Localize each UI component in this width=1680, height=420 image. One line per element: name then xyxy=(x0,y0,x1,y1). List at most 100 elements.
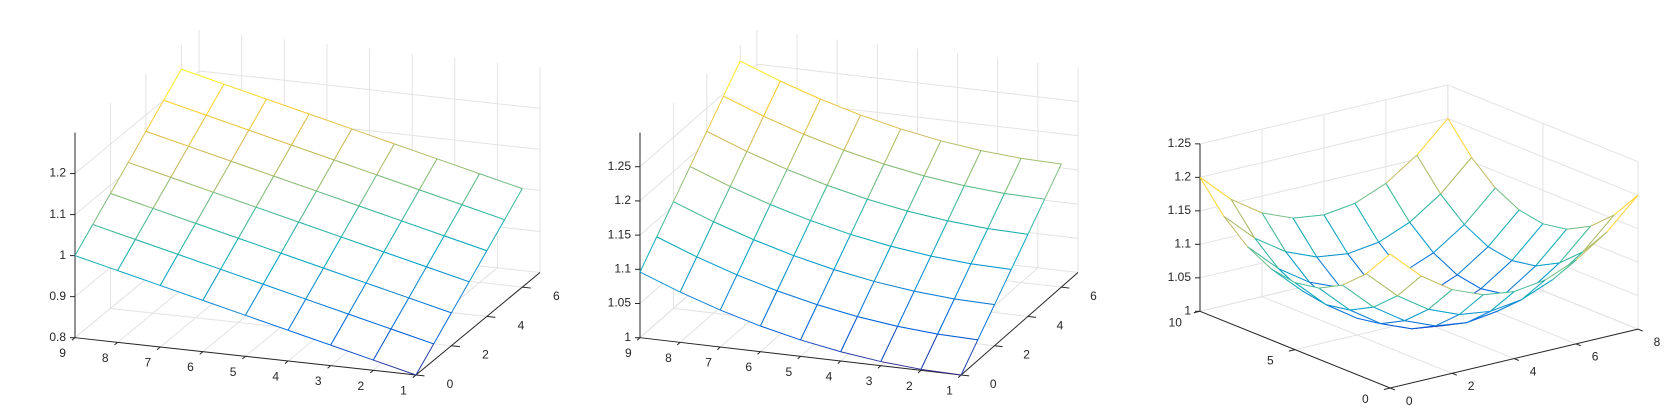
grid-line xyxy=(1447,118,1639,196)
mesh-face xyxy=(746,116,804,170)
mesh-edge xyxy=(843,114,862,151)
tick-mark xyxy=(1061,286,1070,289)
mesh-edge xyxy=(907,175,925,212)
mesh-edge xyxy=(1520,279,1546,301)
mesh-edge xyxy=(656,201,674,238)
mesh-edge xyxy=(723,95,764,117)
mesh-face xyxy=(419,158,480,205)
mesh-face xyxy=(1466,299,1522,323)
mesh-face xyxy=(248,99,310,146)
mesh-face xyxy=(1323,203,1379,254)
y-tick-label: 10 xyxy=(1169,315,1183,329)
mesh-edge xyxy=(1323,214,1349,255)
mesh-edge xyxy=(433,312,452,345)
mesh-edge xyxy=(1325,304,1358,319)
tick-mark xyxy=(1383,387,1391,390)
mesh-edge xyxy=(444,235,487,252)
mesh-edge xyxy=(803,98,821,135)
mesh-face xyxy=(1342,273,1398,308)
tick-mark xyxy=(242,355,246,360)
mesh-face xyxy=(867,164,925,212)
tick-mark xyxy=(877,365,882,369)
x-tick-label: 6 xyxy=(187,360,194,374)
mesh-edge xyxy=(987,193,1005,229)
mesh-edge xyxy=(238,237,282,254)
mesh-face xyxy=(330,314,392,361)
mesh-edge xyxy=(730,186,771,206)
mesh-edge xyxy=(262,252,282,285)
mesh-edge xyxy=(1518,209,1544,225)
mesh-edge xyxy=(1004,193,1045,200)
mesh-face xyxy=(376,143,438,190)
x-tick-label: 7 xyxy=(144,355,151,369)
mesh-edge xyxy=(245,284,264,316)
tick-mark xyxy=(451,345,460,348)
mesh-edge xyxy=(947,220,988,230)
mesh-edge xyxy=(1416,154,1442,195)
mesh-edge xyxy=(486,219,505,252)
mesh-face xyxy=(850,199,908,247)
mesh-face xyxy=(163,69,224,116)
mesh-edge xyxy=(323,236,342,269)
mesh-face xyxy=(800,304,858,352)
mesh-face xyxy=(305,268,367,315)
mesh-edge xyxy=(760,325,801,341)
mesh-face xyxy=(177,223,239,270)
mesh-edge xyxy=(1416,118,1449,156)
mesh-edge xyxy=(394,143,438,160)
mesh-edge xyxy=(110,162,129,194)
mesh-edge xyxy=(280,221,300,254)
mesh-face xyxy=(153,177,214,224)
mesh-edge xyxy=(723,60,741,97)
mesh-edge xyxy=(1397,275,1422,297)
mesh-face xyxy=(1271,268,1327,305)
mesh-face xyxy=(1409,194,1465,253)
mesh-edge xyxy=(230,129,250,162)
mesh-edge xyxy=(1480,260,1513,290)
z-tick-label: 1 xyxy=(624,330,631,344)
mesh-edge xyxy=(1261,212,1294,219)
mesh-edge xyxy=(833,269,875,282)
mesh-edge xyxy=(1466,310,1491,324)
tick-mark xyxy=(284,360,289,364)
mesh-face xyxy=(720,274,778,327)
mesh-edge xyxy=(1559,225,1591,264)
mesh-edge xyxy=(913,255,932,292)
mesh-face xyxy=(202,269,264,316)
mesh-face xyxy=(1583,195,1638,252)
mesh-edge xyxy=(74,224,94,256)
mesh-face xyxy=(1380,320,1436,329)
y-tick-label: 4 xyxy=(1057,318,1064,332)
mesh-edge xyxy=(696,221,714,258)
mesh-face xyxy=(213,161,274,208)
mesh-face xyxy=(817,269,875,317)
mesh-edge xyxy=(202,299,246,316)
mesh-edge xyxy=(964,185,1005,194)
mesh-face xyxy=(1488,210,1543,261)
tick-mark xyxy=(797,355,801,360)
mesh-face xyxy=(713,186,771,240)
tick-mark xyxy=(486,315,496,318)
mesh-edge xyxy=(793,255,835,271)
mesh-edge xyxy=(298,221,342,238)
mesh-edge xyxy=(1582,231,1608,252)
mesh-face xyxy=(426,235,487,282)
mesh-edge xyxy=(372,328,392,361)
mesh-edge xyxy=(177,223,197,255)
mesh-edge xyxy=(937,298,955,335)
mesh-edge xyxy=(341,236,385,253)
mesh-face xyxy=(947,185,1005,229)
mesh-edge xyxy=(376,174,420,191)
mesh-face xyxy=(954,263,1012,305)
mesh-face xyxy=(160,254,221,301)
mesh-edge xyxy=(850,233,891,247)
mesh-edge xyxy=(365,251,385,284)
mesh-face xyxy=(1559,214,1615,263)
mesh-face xyxy=(1295,282,1350,311)
mesh-face xyxy=(238,207,299,254)
mesh-edge xyxy=(1440,157,1472,195)
mesh-edge xyxy=(1489,291,1515,312)
z-tick-label: 1.15 xyxy=(1168,203,1192,217)
x-axis xyxy=(1390,328,1639,389)
